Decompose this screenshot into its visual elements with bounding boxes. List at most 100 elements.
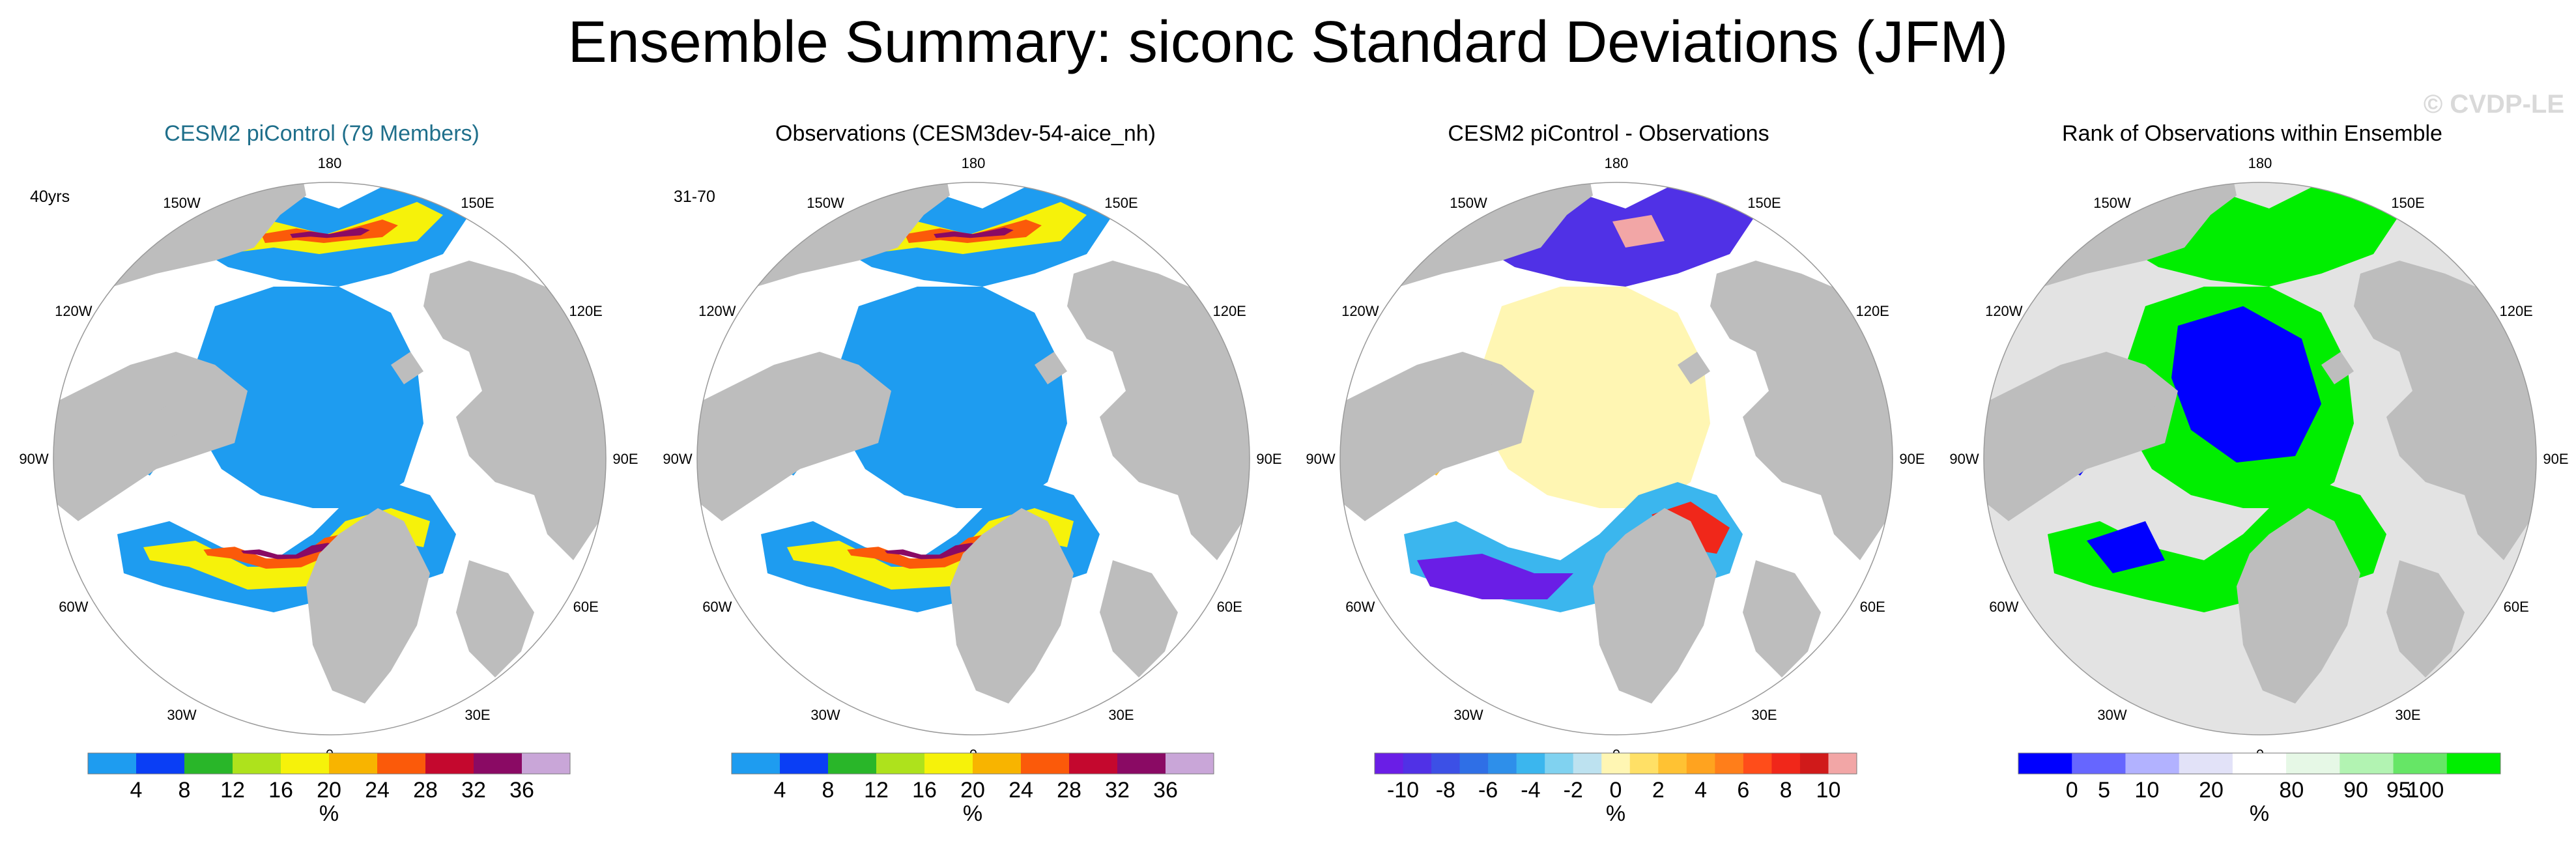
- longitude-label: 60E: [2504, 599, 2529, 615]
- colorbar-segment: [2072, 753, 2126, 774]
- land-mass: [950, 508, 1074, 704]
- colorbar-tick-label: 20: [2199, 778, 2224, 803]
- colorbar-segment: [1686, 753, 1715, 774]
- colorbar-segment: [2179, 753, 2233, 774]
- panel-title: CESM2 piControl (79 Members): [164, 121, 479, 146]
- colorbar-tick-label: 10: [2134, 778, 2159, 803]
- polar-map: 180150E120E90E60E30E030W60W90W120W150W05…: [1949, 155, 2568, 826]
- pacific-variability-band-max: [934, 227, 1014, 238]
- longitude-label: 60W: [702, 599, 732, 615]
- colorbar-unit-label: %: [963, 801, 982, 826]
- land-mass: [794, 404, 826, 443]
- longitude-label: 30E: [2395, 707, 2420, 723]
- longitude-label: 60E: [573, 599, 599, 615]
- map-panel-2: Observations (CESM3dev-54-aice_nh) 31-70 1…: [644, 0, 1287, 841]
- longitude-label: 150E: [2391, 195, 2424, 211]
- colorbar-tick-label: 10: [1816, 778, 1841, 803]
- colorbar-segment: [2286, 753, 2340, 774]
- colorbar-tick-label: 8: [1780, 778, 1792, 803]
- colorbar-tick-label: 8: [179, 778, 191, 803]
- land-mass: [697, 352, 891, 521]
- colorbar-segment: [1488, 753, 1517, 774]
- colorbar-frame: [87, 752, 571, 775]
- land-mass: [1437, 404, 1469, 443]
- colorbar-segment: [1743, 753, 1772, 774]
- figure-title: Ensemble Summary: siconc Standard Deviat…: [567, 10, 2009, 75]
- land-mass: [456, 560, 534, 677]
- longitude-label: 150W: [163, 195, 201, 211]
- land-mass: [2386, 560, 2465, 677]
- longitude-label: 90W: [663, 451, 692, 467]
- colorbar-tick-label: -2: [1564, 778, 1583, 803]
- period-label: 31-70: [674, 188, 715, 206]
- ice-interior-region: [195, 287, 423, 508]
- colorbar-segment: [88, 753, 137, 774]
- colorbar-unit-label: %: [319, 801, 339, 826]
- colorbar-tick-label: 0: [1610, 778, 1622, 803]
- map-boundary: [696, 182, 1250, 735]
- longitude-label: 90W: [1949, 451, 1979, 467]
- colorbar-tick-label: 24: [1009, 778, 1033, 803]
- colorbar-tick-label: 2: [1652, 778, 1665, 803]
- land-mass: [2237, 508, 2360, 704]
- colorbar-segment: [1166, 753, 1214, 774]
- colorbar-tick-label: -4: [1521, 778, 1540, 803]
- colorbar-tick-label: 5: [2098, 778, 2110, 803]
- longitude-label: 30E: [1108, 707, 1134, 723]
- colorbar-tick-label: 28: [1057, 778, 1081, 803]
- land-mass: [1067, 261, 1250, 560]
- colorbar-tick-label: 20: [960, 778, 985, 803]
- colorbar-tick-label: 4: [774, 778, 786, 803]
- colorbar-unit-label: %: [2250, 801, 2269, 826]
- colorbar-segment: [1069, 753, 1118, 774]
- land-mass: [2354, 261, 2536, 560]
- colorbar-tick-label: 100: [2407, 778, 2444, 803]
- colorbar-segment: [377, 753, 426, 774]
- longitude-label: 120W: [1341, 303, 1379, 319]
- period-label: 40yrs: [30, 188, 70, 206]
- colorbar-segment: [876, 753, 925, 774]
- longitude-label: 120E: [2499, 303, 2532, 319]
- map-panel-1: CESM2 piControl (79 Members) 40yrs 180 150E…: [0, 0, 644, 841]
- colorbar-segment: [281, 753, 330, 774]
- longitude-label: 120E: [1212, 303, 1246, 319]
- longitude-label: 150E: [1104, 195, 1138, 211]
- colorbar-segment: [2125, 753, 2180, 774]
- longitude-label: 180: [962, 155, 986, 171]
- diff-labrador-negative: [1417, 554, 1573, 599]
- longitude-label: 120E: [569, 303, 602, 319]
- atlantic-variability-band-max: [884, 543, 985, 560]
- longitude-label: 60E: [1217, 599, 1242, 615]
- polar-map: 180150E120E90E60E30E030W60W90W120W150W48…: [663, 155, 1281, 826]
- colorbar-segment: [2018, 753, 2072, 774]
- colorbar-tick-label: 80: [2279, 778, 2304, 803]
- land-mass: [1482, 378, 1515, 417]
- colorbar-segment: [1545, 753, 1574, 774]
- colorbar-tick-label: -8: [1436, 778, 1455, 803]
- colorbar-segment: [780, 753, 829, 774]
- colorbar-tick-label: 12: [220, 778, 245, 803]
- colorbar-segment: [1516, 753, 1545, 774]
- colorbar-segment: [924, 753, 973, 774]
- atlantic-variability-band-max: [240, 543, 341, 560]
- longitude-label: 90E: [1256, 451, 1281, 467]
- colorbar-tick-label: 12: [864, 778, 889, 803]
- rank-interior-low: [2171, 306, 2321, 463]
- longitude-label: 150E: [461, 195, 494, 211]
- land-mass: [1678, 352, 1710, 384]
- colorbar-tick-label: -10: [1387, 778, 1419, 803]
- colorbar-tick-label: 4: [130, 778, 143, 803]
- land-mass: [1593, 508, 1717, 704]
- longitude-label: 30E: [1751, 707, 1777, 723]
- longitude-label: 120W: [698, 303, 736, 319]
- map-boundary: [53, 182, 607, 735]
- polar-map: 180150E120E90E60E30E030W60W90W120W150W48…: [19, 155, 638, 826]
- ice-interior-region: [839, 287, 1067, 508]
- colorbar-segment: [522, 753, 571, 774]
- colorbar-segment: [1629, 753, 1659, 774]
- longitude-label: 150E: [1747, 195, 1781, 211]
- colorbar-tick-label: 36: [1153, 778, 1178, 803]
- colorbar-frame: [2018, 752, 2501, 775]
- colorbar-segment: [828, 753, 877, 774]
- longitude-label: 180: [318, 155, 342, 171]
